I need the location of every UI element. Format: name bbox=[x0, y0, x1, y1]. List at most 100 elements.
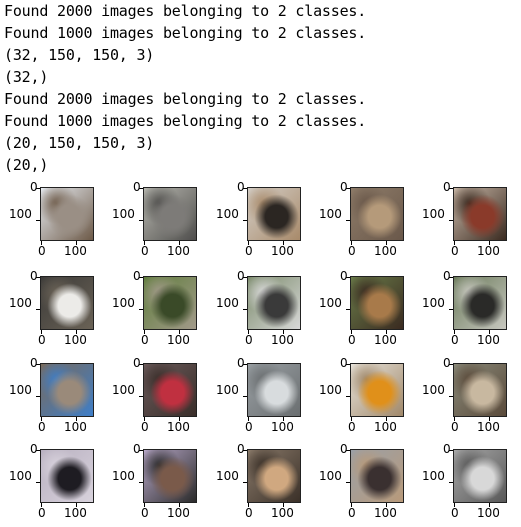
tick-mark bbox=[386, 503, 387, 507]
tick-mark bbox=[351, 417, 352, 421]
thumbnail-image bbox=[143, 276, 197, 330]
tick-mark bbox=[41, 330, 42, 334]
tick-mark bbox=[454, 330, 455, 334]
y-tick-label: 0 bbox=[133, 356, 141, 370]
subplot: 0 100 0 100 bbox=[413, 180, 517, 265]
y-tick-label: 0 bbox=[30, 356, 38, 370]
tick-mark bbox=[243, 309, 247, 310]
tick-mark bbox=[36, 396, 40, 397]
thumbnail-image bbox=[143, 363, 197, 417]
output-line: Found 1000 images belonging to 2 classes… bbox=[4, 112, 367, 130]
tick-mark bbox=[248, 241, 249, 245]
tick-mark bbox=[139, 364, 143, 365]
thumbnail-image bbox=[40, 276, 94, 330]
x-tick-label: 100 bbox=[477, 506, 500, 520]
x-tick-label: 100 bbox=[271, 244, 294, 258]
x-tick-label: 0 bbox=[348, 506, 356, 520]
tick-mark bbox=[144, 503, 145, 507]
y-tick-label: 0 bbox=[133, 442, 141, 456]
tick-mark bbox=[76, 503, 77, 507]
y-tick-label: 0 bbox=[133, 180, 141, 194]
tick-mark bbox=[346, 220, 350, 221]
output-log: Found 2000 images belonging to 2 classes… bbox=[4, 0, 366, 176]
tick-mark bbox=[346, 277, 350, 278]
y-tick-label: 100 bbox=[216, 296, 239, 310]
x-tick-label: 100 bbox=[167, 333, 190, 347]
x-tick-label: 100 bbox=[374, 420, 397, 434]
x-tick-label: 100 bbox=[64, 333, 87, 347]
tick-mark bbox=[41, 417, 42, 421]
x-tick-label: 0 bbox=[38, 420, 46, 434]
x-tick-label: 0 bbox=[245, 506, 253, 520]
x-tick-label: 0 bbox=[141, 420, 149, 434]
y-tick-label: 100 bbox=[216, 383, 239, 397]
subplot: 0 100 0 100 bbox=[207, 269, 311, 354]
y-tick-label: 100 bbox=[9, 383, 32, 397]
tick-mark bbox=[386, 417, 387, 421]
thumbnail-image bbox=[247, 276, 301, 330]
tick-mark bbox=[36, 482, 40, 483]
tick-mark bbox=[351, 241, 352, 245]
thumbnail-image bbox=[453, 187, 507, 241]
tick-mark bbox=[386, 241, 387, 245]
tick-mark bbox=[144, 241, 145, 245]
thumbnail-image bbox=[40, 449, 94, 503]
tick-mark bbox=[179, 241, 180, 245]
thumbnail-image bbox=[247, 363, 301, 417]
tick-mark bbox=[283, 330, 284, 334]
tick-mark bbox=[449, 188, 453, 189]
y-tick-label: 0 bbox=[237, 356, 245, 370]
thumbnail-image bbox=[350, 449, 404, 503]
tick-mark bbox=[76, 417, 77, 421]
x-tick-label: 100 bbox=[374, 333, 397, 347]
thumbnail-image bbox=[143, 449, 197, 503]
tick-mark bbox=[351, 330, 352, 334]
y-tick-label: 0 bbox=[30, 180, 38, 194]
y-tick-label: 100 bbox=[9, 296, 32, 310]
subplot: 0 100 0 100 bbox=[0, 442, 104, 527]
tick-mark bbox=[454, 503, 455, 507]
tick-mark bbox=[449, 364, 453, 365]
x-tick-label: 100 bbox=[374, 244, 397, 258]
tick-mark bbox=[454, 241, 455, 245]
y-tick-label: 0 bbox=[237, 180, 245, 194]
y-tick-label: 0 bbox=[340, 356, 348, 370]
tick-mark bbox=[139, 396, 143, 397]
tick-mark bbox=[36, 277, 40, 278]
subplot: 0 100 0 100 bbox=[413, 356, 517, 441]
y-tick-label: 100 bbox=[319, 469, 342, 483]
tick-mark bbox=[489, 417, 490, 421]
tick-mark bbox=[243, 482, 247, 483]
tick-mark bbox=[41, 503, 42, 507]
tick-mark bbox=[346, 482, 350, 483]
subplot: 0 100 0 100 bbox=[413, 442, 517, 527]
y-tick-label: 100 bbox=[112, 207, 135, 221]
x-tick-label: 0 bbox=[38, 333, 46, 347]
y-tick-label: 0 bbox=[133, 269, 141, 283]
y-tick-label: 100 bbox=[9, 207, 32, 221]
x-tick-label: 0 bbox=[348, 244, 356, 258]
thumbnail-image bbox=[453, 363, 507, 417]
tick-mark bbox=[454, 417, 455, 421]
tick-mark bbox=[283, 503, 284, 507]
subplot: 0 100 0 100 bbox=[103, 442, 207, 527]
tick-mark bbox=[449, 309, 453, 310]
tick-mark bbox=[36, 364, 40, 365]
x-tick-label: 100 bbox=[374, 506, 397, 520]
x-tick-label: 0 bbox=[451, 333, 459, 347]
x-tick-label: 0 bbox=[245, 333, 253, 347]
tick-mark bbox=[243, 220, 247, 221]
tick-mark bbox=[139, 277, 143, 278]
output-line: (32,) bbox=[4, 68, 49, 86]
x-tick-label: 100 bbox=[64, 244, 87, 258]
y-tick-label: 100 bbox=[319, 383, 342, 397]
tick-mark bbox=[248, 503, 249, 507]
tick-mark bbox=[36, 450, 40, 451]
output-line: Found 2000 images belonging to 2 classes… bbox=[4, 2, 367, 20]
output-line: (20,) bbox=[4, 156, 49, 174]
x-tick-label: 100 bbox=[167, 506, 190, 520]
x-tick-label: 100 bbox=[477, 420, 500, 434]
thumbnail-image bbox=[247, 449, 301, 503]
x-tick-label: 0 bbox=[141, 244, 149, 258]
